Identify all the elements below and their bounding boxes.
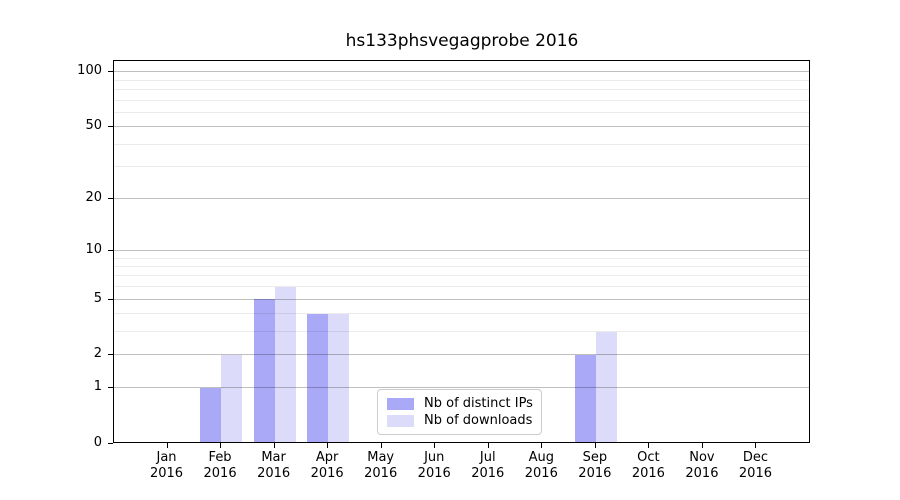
y-tick-label: 50 [85,118,102,134]
x-tick [434,443,436,448]
y-tick [108,71,113,73]
minor-gridline [114,143,809,145]
x-tick-label: Sep 2016 [578,450,612,481]
y-tick [108,197,113,199]
y-tick [108,249,113,251]
bar-distinct-ips-apr [307,313,329,442]
plot-inner [114,61,809,442]
y-tick-label: 10 [85,241,102,257]
bar-distinct-ips-sep [574,354,596,442]
x-tick [166,443,168,448]
minor-gridline [114,265,809,267]
bar-downloads-mar [274,286,296,442]
legend-swatch-distinct-ips [387,397,414,410]
minor-gridline [114,257,809,259]
x-tick [594,443,596,448]
y-tick-label: 5 [93,290,102,306]
major-gridline [114,298,809,300]
x-tick [327,443,329,448]
y-tick [108,354,113,356]
legend-swatch-downloads [387,414,414,427]
minor-gridline [114,88,809,90]
minor-gridline [114,275,809,277]
x-tick-label: May 2016 [364,450,398,481]
x-tick-label: Jan 2016 [149,450,184,481]
legend-item: Nb of downloads [387,412,541,429]
y-tick-label: 0 [93,435,102,450]
x-tick [487,443,489,448]
x-tick-label: Nov 2016 [685,450,719,481]
y-tick [108,387,113,389]
major-gridline [114,249,809,251]
y-tick-label: 100 [77,63,102,79]
y-tick [108,298,113,300]
plot-area [113,60,810,443]
chart-title: hs133phsvegagprobe 2016 [345,31,579,51]
x-tick-label: Mar 2016 [257,450,291,481]
minor-gridline [114,99,809,101]
legend-item: Nb of distinct IPs [387,395,541,412]
minor-gridline [114,331,809,333]
major-gridline [114,354,809,356]
bar-distinct-ips-feb [200,387,222,442]
x-tick-label: Feb 2016 [203,450,237,481]
x-tick [541,443,543,448]
bar-downloads-sep [595,331,617,442]
x-tick-label: Oct 2016 [631,450,665,481]
major-gridline [114,197,809,199]
x-tick [701,443,703,448]
legend: Nb of distinct IPs Nb of downloads [377,389,542,435]
y-tick-label: 2 [93,346,102,362]
minor-gridline [114,111,809,113]
y-tick [108,443,113,444]
minor-gridline [114,166,809,168]
x-tick-label: Dec 2016 [738,450,772,481]
x-tick [648,443,650,448]
major-gridline [114,71,809,73]
x-tick-label: Aug 2016 [524,450,558,481]
y-tick-label: 20 [85,189,102,205]
x-tick [220,443,222,448]
x-tick-label: Apr 2016 [310,450,344,481]
y-tick-label: 1 [93,379,102,395]
bar-downloads-feb [221,354,243,442]
major-gridline [114,387,809,389]
bar-distinct-ips-mar [253,299,275,442]
major-gridline [114,126,809,128]
x-tick [755,443,757,448]
x-tick [380,443,382,448]
x-tick-label: Jun 2016 [417,450,451,481]
y-tick [108,126,113,128]
legend-label: Nb of downloads [424,413,533,428]
legend-label: Nb of distinct IPs [424,396,533,411]
minor-gridline [114,79,809,81]
minor-gridline [114,313,809,315]
x-tick [273,443,275,448]
bar-downloads-apr [328,313,350,442]
x-tick-label: Jul 2016 [471,450,505,481]
minor-gridline [114,286,809,288]
